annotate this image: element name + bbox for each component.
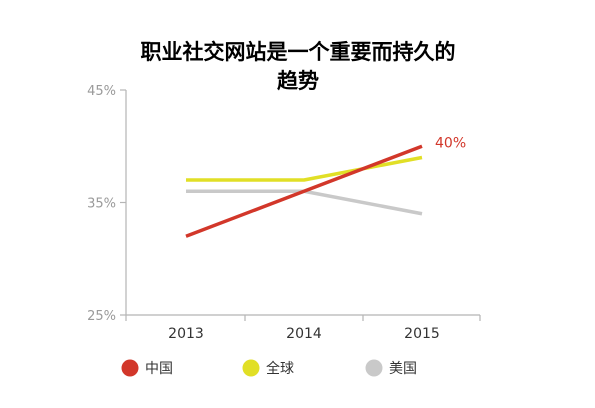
x-tick-label: 2014 [286,326,322,342]
chart-title-line-2: 趋势 [277,69,319,93]
legend-swatch [242,359,260,377]
annotations: 40% [435,135,466,151]
chart-title-line-1: 职业社交网站是一个重要而持久的 [141,40,456,64]
legend-swatch [121,359,139,377]
y-tick-label: 25% [87,309,116,324]
series-line-1 [185,144,423,238]
series-line-3 [186,189,423,216]
legend-label: 美国 [389,361,417,377]
legend-label: 中国 [145,361,173,377]
data-label: 40% [435,135,466,151]
y-tick-label: 35% [87,197,116,212]
series-line-2 [186,155,423,182]
y-axis: 45% 35% 25% [87,84,127,324]
x-tick-label: 2013 [168,326,204,342]
legend: 中国 全球 美国 [121,359,417,377]
x-tick-label: 2015 [404,326,440,342]
legend-swatch [365,359,383,377]
y-tick-label: 45% [87,84,116,99]
legend-label: 全球 [266,360,294,377]
legend-item: 中国 [121,359,173,377]
legend-item: 美国 [365,359,417,377]
series-lines [185,144,423,238]
legend-item: 全球 [242,359,294,377]
x-axis: 2013 2014 2015 [125,314,481,342]
chart-title: 职业社交网站是一个重要而持久的 趋势 [141,40,456,93]
